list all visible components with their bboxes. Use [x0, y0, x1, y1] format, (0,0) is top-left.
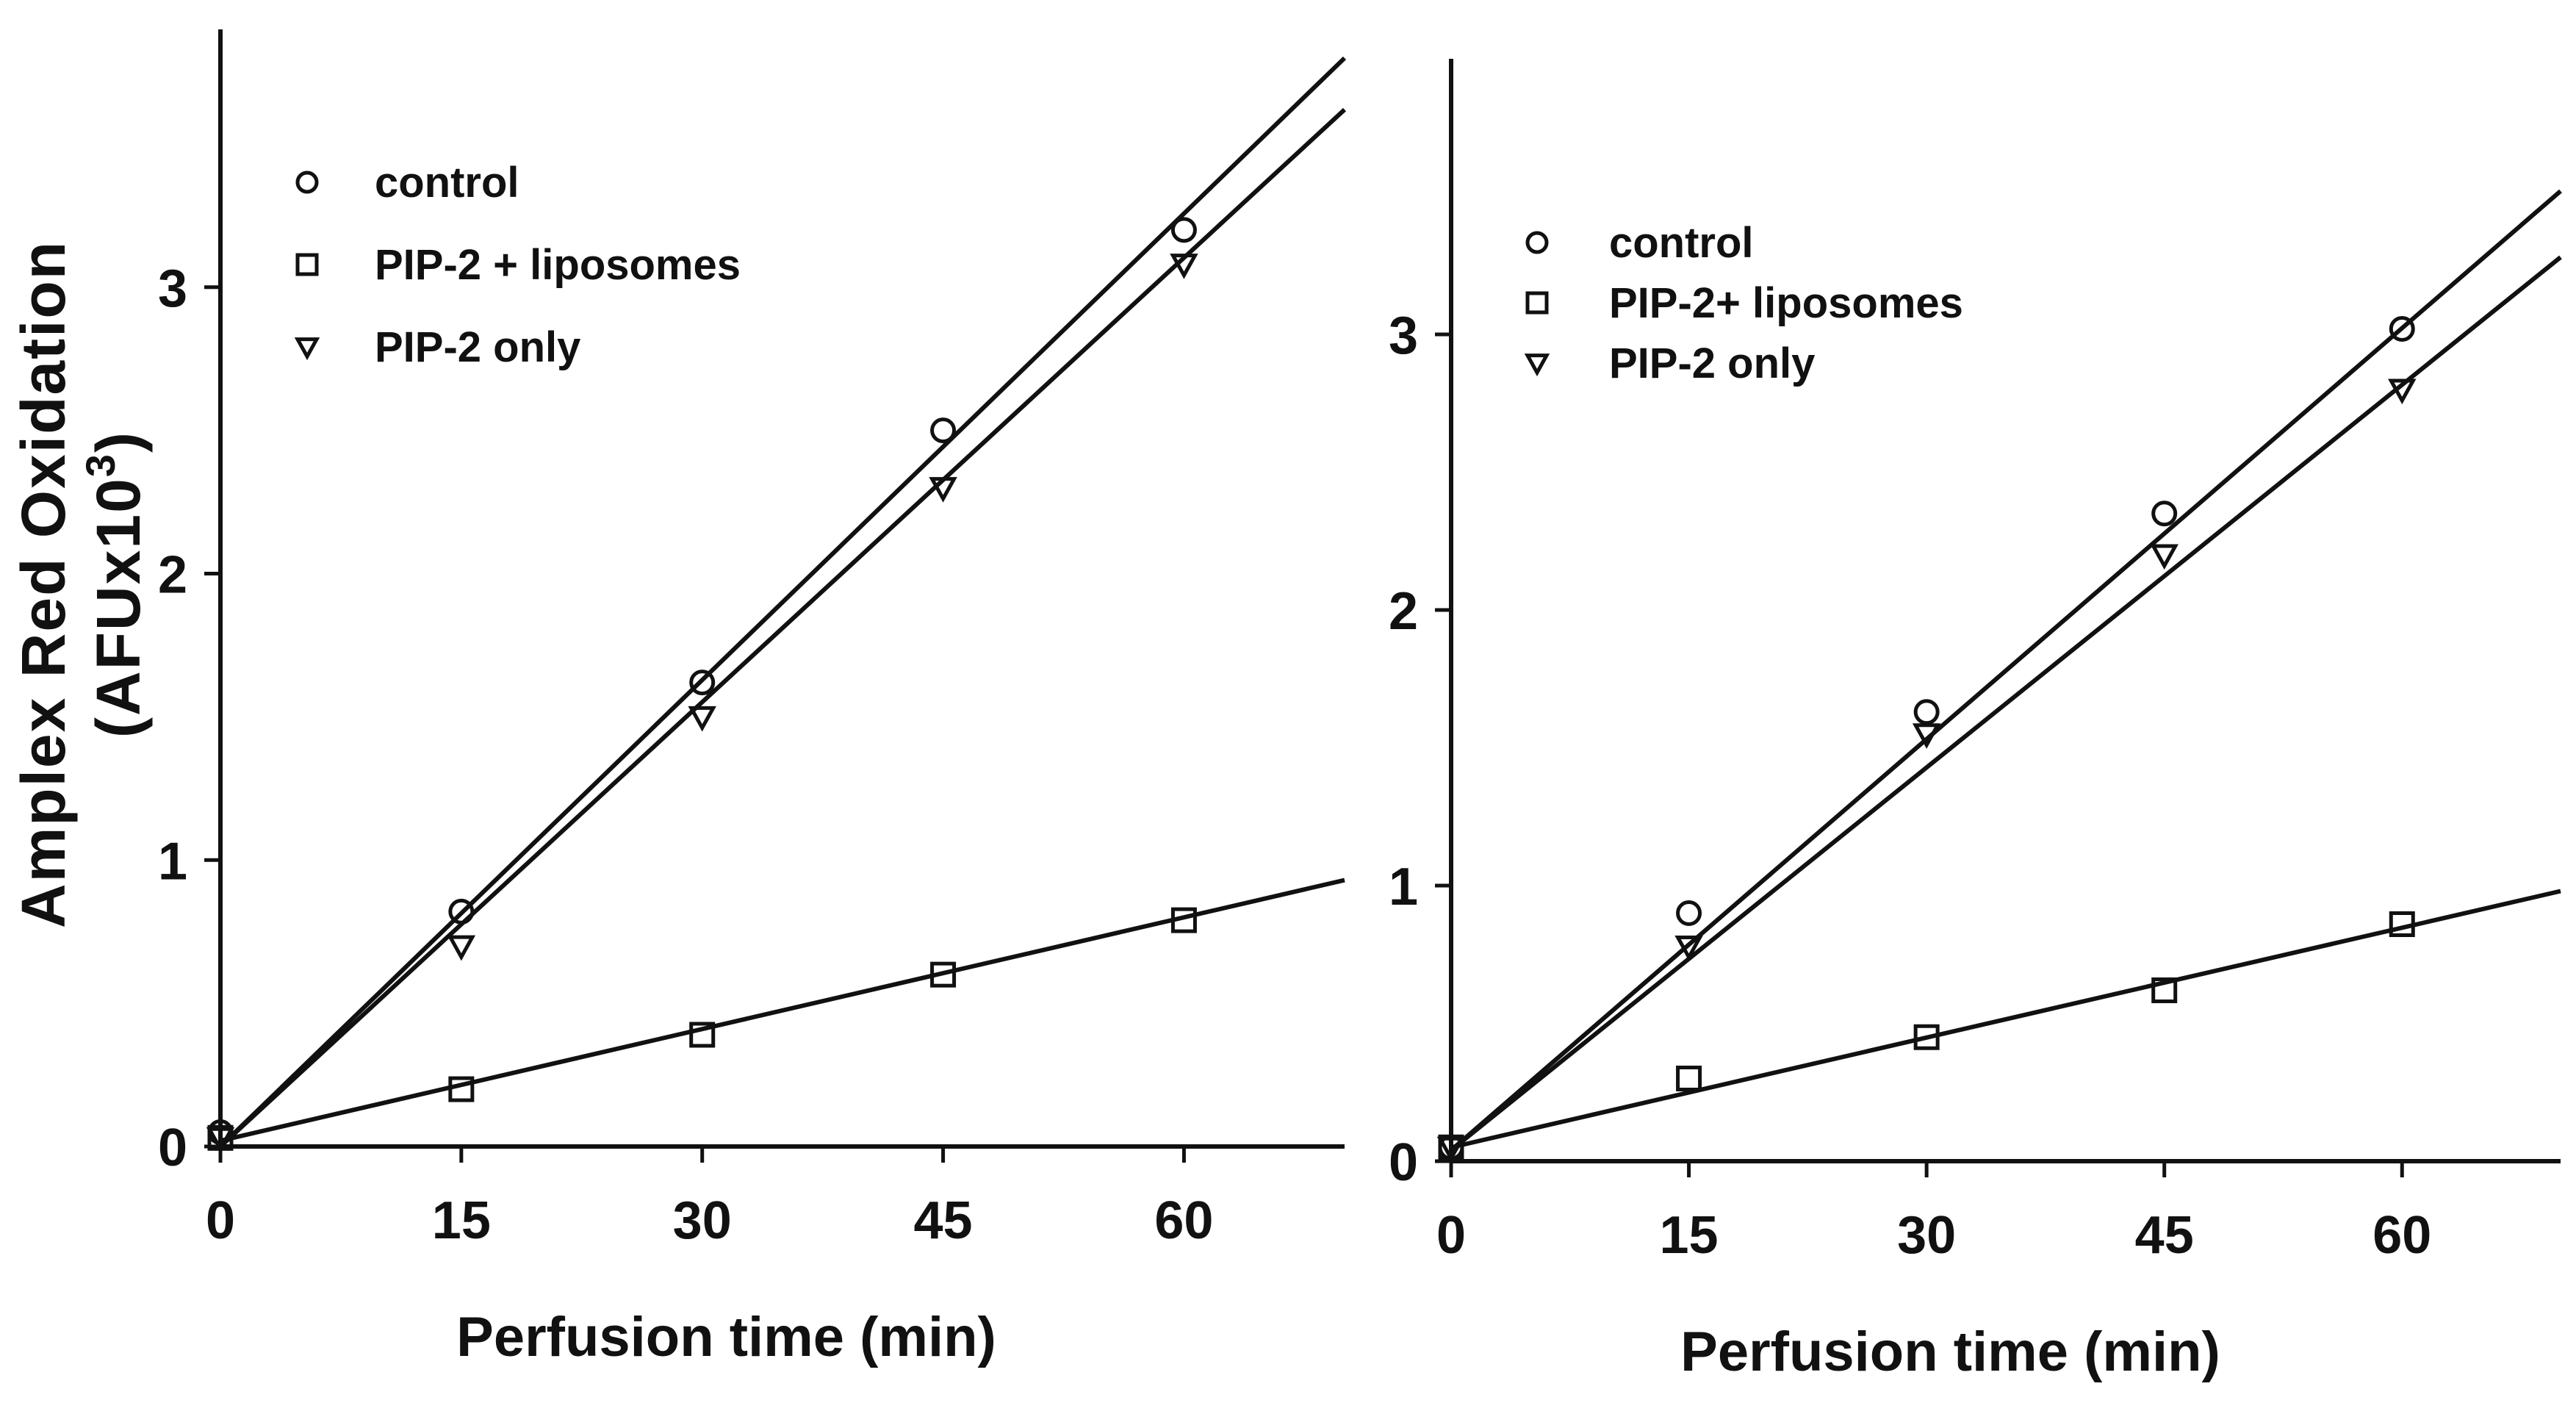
x-tick-label: 30 [1897, 1206, 1956, 1265]
y-axis-label-suffix: ) [84, 431, 153, 453]
y-axis-label: Amplex Red Oxidation (AFUx103) [9, 240, 153, 928]
x-tick-label: 30 [673, 1191, 732, 1250]
data-point [929, 477, 957, 503]
legend-label: control [375, 159, 519, 207]
data-point [447, 935, 476, 961]
series-square [1438, 889, 2561, 1160]
y-axis-label-superscript: 3 [77, 453, 123, 477]
x-tick-label: 15 [432, 1191, 491, 1250]
legend-label: PIP-2+ liposomes [1609, 279, 1963, 327]
fit-line [220, 878, 1345, 1144]
series-triangle-down [206, 107, 1347, 1153]
y-axis-label-prefix: (AFUx10 [84, 477, 153, 738]
y-tick-label: 0 [1389, 1133, 1418, 1192]
y-tick-label: 2 [1389, 582, 1418, 641]
fit-line [1450, 255, 2562, 1152]
data-point [1170, 254, 1198, 279]
x-tick-label: 45 [2135, 1206, 2194, 1265]
y-tick-label: 3 [158, 259, 187, 318]
x-tick-label: 60 [1154, 1191, 1213, 1250]
y-tick-label: 3 [1389, 306, 1418, 365]
legend-marker [1525, 231, 1549, 254]
data-point [2388, 378, 2417, 405]
data-point [2151, 977, 2178, 1003]
data-point [2389, 911, 2415, 937]
legend: control PIP-2+ liposomes PIP-2 only [1524, 219, 1963, 387]
fit-line [1450, 889, 2561, 1150]
fit-line [218, 107, 1347, 1149]
legend-marker [295, 171, 319, 194]
legend-marker [1525, 291, 1549, 315]
y-tick-label: 1 [158, 832, 187, 891]
y-axis-label-line2: (AFUx103) [77, 431, 153, 738]
data-point [1676, 1066, 1702, 1091]
legend-label: control [1609, 219, 1754, 267]
chart-panel-left: 0 15 30 45 60 0 1 2 3 Perfusion time (min) control… [158, 29, 1347, 1368]
legend: control PIP-2 + liposomes PIP-2 only [294, 159, 741, 371]
data-point [2389, 316, 2415, 342]
x-tick-label: 0 [1436, 1206, 1466, 1265]
data-point [448, 1076, 475, 1102]
x-tick-label: 45 [914, 1191, 973, 1250]
chart-panel-right: 0 15 30 45 60 0 1 2 3 Perfusion time (min) control… [1389, 59, 2562, 1383]
x-tick-label: 15 [1660, 1206, 1719, 1265]
series-circle [207, 56, 1347, 1149]
legend-marker [294, 337, 320, 361]
y-axis-label-line1: Amplex Red Oxidation [9, 240, 78, 928]
legend-label: PIP-2 only [375, 323, 580, 371]
data-point [1436, 1136, 1466, 1163]
x-tick-label: 0 [206, 1191, 235, 1250]
series-square [207, 878, 1345, 1151]
data-point [930, 417, 957, 444]
legend-marker [1524, 354, 1550, 377]
series-circle [1438, 189, 2562, 1160]
data-point [930, 961, 957, 988]
fit-line [1450, 189, 2562, 1152]
data-point [688, 706, 716, 732]
fit-line [218, 56, 1347, 1149]
legend-label: PIP-2 only [1609, 340, 1815, 387]
data-point [689, 1022, 716, 1048]
series-triangle-down [1436, 255, 2562, 1163]
data-point [1170, 217, 1197, 243]
y-tick-label: 1 [1389, 858, 1418, 916]
data-point [1674, 936, 1703, 961]
data-point [1170, 907, 1197, 933]
data-point [1913, 699, 1940, 725]
legend-marker [295, 253, 319, 276]
data-point [1676, 900, 1702, 926]
data-point [1913, 1024, 1940, 1050]
x-tick-label: 60 [2372, 1206, 2431, 1265]
legend-label: PIP-2 + liposomes [375, 241, 741, 289]
y-tick-label: 2 [158, 546, 187, 605]
data-point [1912, 723, 1941, 749]
x-axis-label: Perfusion time (min) [456, 1306, 996, 1368]
x-axis-label: Perfusion time (min) [1680, 1321, 2220, 1383]
data-point [2151, 500, 2178, 527]
y-tick-label: 0 [158, 1119, 187, 1177]
data-point [206, 1127, 235, 1153]
data-point [689, 670, 716, 696]
data-point [2150, 544, 2179, 570]
